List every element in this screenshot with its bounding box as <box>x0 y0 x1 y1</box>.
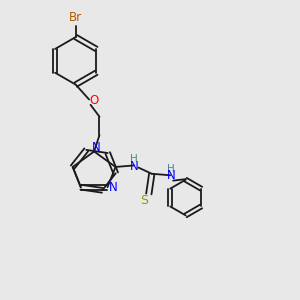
Text: N: N <box>109 181 117 194</box>
Text: N: N <box>167 169 175 182</box>
Text: N: N <box>92 141 101 154</box>
Text: H: H <box>130 154 138 164</box>
Text: O: O <box>90 94 99 107</box>
Text: S: S <box>140 194 148 207</box>
Text: H: H <box>167 164 175 174</box>
Text: N: N <box>130 160 139 172</box>
Text: Br: Br <box>69 11 82 24</box>
